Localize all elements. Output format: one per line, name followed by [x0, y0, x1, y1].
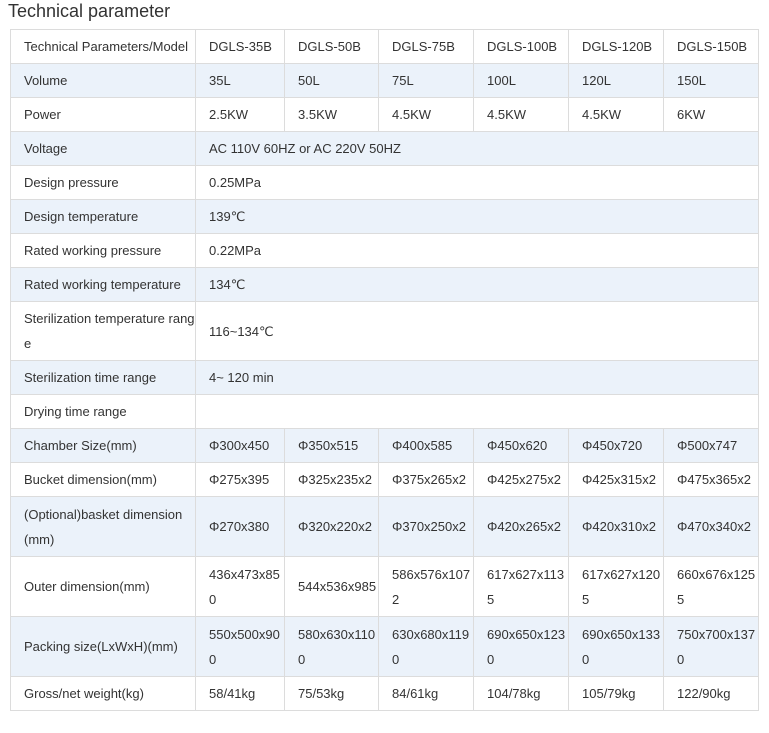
table-row: Design temperature 139℃ [10, 199, 759, 234]
table-row: Volume 35L 50L 75L 100L 120L 150L [10, 63, 759, 98]
row-label: Outer dimension(mm) [10, 556, 196, 617]
table-cell: 4.5KW [378, 97, 474, 132]
table-cell: 58/41kg [195, 676, 285, 711]
table-cell: Φ300x450 [195, 428, 285, 463]
row-label: Sterilization temperature range [10, 301, 196, 361]
model-name: DGLS-35B [195, 29, 285, 64]
table-cell: 2.5KW [195, 97, 285, 132]
table-cell: 104/78kg [473, 676, 569, 711]
table-cell: 122/90kg [663, 676, 759, 711]
section-title: Technical parameter [8, 1, 171, 21]
table-cell: 0.22MPa [195, 233, 759, 268]
model-name: DGLS-120B [568, 29, 664, 64]
row-label: Bucket dimension(mm) [10, 462, 196, 497]
table-cell: 617x627x1205 [568, 556, 664, 617]
table-cell: AC 110V 60HZ or AC 220V 50HZ [195, 131, 759, 166]
table-row: Sterilization time range 4~ 120 min [10, 360, 759, 395]
table-cell: 139℃ [195, 199, 759, 234]
row-label: (Optional)basket dimension(mm) [10, 496, 196, 557]
table-row: Technical Parameters/Model DGLS-35B DGLS… [10, 29, 759, 64]
table-cell: Φ450x720 [568, 428, 664, 463]
row-label: Gross/net weight(kg) [10, 676, 196, 711]
table-row: Rated working pressure 0.22MPa [10, 233, 759, 268]
table-cell: 116~134℃ [195, 301, 759, 361]
table-cell: 105/79kg [568, 676, 664, 711]
table-row: Sterilization temperature range 116~134℃ [10, 301, 759, 361]
table-cell: Φ470x340x2 [663, 496, 759, 557]
table-cell: 3.5KW [284, 97, 379, 132]
table-cell: Φ400x585 [378, 428, 474, 463]
table-cell: Φ350x515 [284, 428, 379, 463]
table-cell: 75/53kg [284, 676, 379, 711]
table-cell: Φ420x265x2 [473, 496, 569, 557]
table-row: Outer dimension(mm) 436x473x850 544x536x… [10, 556, 759, 617]
table-cell: 660x676x1255 [663, 556, 759, 617]
table-cell [195, 394, 759, 429]
row-label: Design pressure [10, 165, 196, 200]
table-cell: 750x700x1370 [663, 616, 759, 677]
table-cell: Φ425x315x2 [568, 462, 664, 497]
table-cell: 544x536x985 [284, 556, 379, 617]
model-name: DGLS-150B [663, 29, 759, 64]
row-label: Packing size(LxWxH)(mm) [10, 616, 196, 677]
row-label: Drying time range [10, 394, 196, 429]
row-label: Design temperature [10, 199, 196, 234]
table-cell: 50L [284, 63, 379, 98]
row-label: Rated working temperature [10, 267, 196, 302]
row-label: Volume [10, 63, 196, 98]
table-cell: 75L [378, 63, 474, 98]
table-cell: 617x627x1135 [473, 556, 569, 617]
table-cell: 4.5KW [568, 97, 664, 132]
table-row: Bucket dimension(mm) Φ275x395 Φ325x235x2… [10, 462, 759, 497]
row-label: Technical Parameters/Model [10, 29, 196, 64]
table-cell: 580x630x1100 [284, 616, 379, 677]
table-row: Gross/net weight(kg) 58/41kg 75/53kg 84/… [10, 676, 759, 711]
table-cell: 6KW [663, 97, 759, 132]
table-row: Design pressure 0.25MPa [10, 165, 759, 200]
table-cell: 150L [663, 63, 759, 98]
table-cell: Φ425x275x2 [473, 462, 569, 497]
table-cell: 100L [473, 63, 569, 98]
table-cell: 690x650x1230 [473, 616, 569, 677]
table-row: Chamber Size(mm) Φ300x450 Φ350x515 Φ400x… [10, 428, 759, 463]
technical-parameter-table: Technical Parameters/Model DGLS-35B DGLS… [10, 29, 759, 711]
table-cell: Φ275x395 [195, 462, 285, 497]
table-cell: Φ370x250x2 [378, 496, 474, 557]
table-row: Power 2.5KW 3.5KW 4.5KW 4.5KW 4.5KW 6KW [10, 97, 759, 132]
table-cell: 134℃ [195, 267, 759, 302]
model-name: DGLS-75B [378, 29, 474, 64]
row-label: Rated working pressure [10, 233, 196, 268]
table-row: (Optional)basket dimension(mm) Φ270x380 … [10, 496, 759, 557]
table-cell: 550x500x900 [195, 616, 285, 677]
table-cell: Φ450x620 [473, 428, 569, 463]
table-cell: Φ320x220x2 [284, 496, 379, 557]
row-label: Chamber Size(mm) [10, 428, 196, 463]
row-label: Voltage [10, 131, 196, 166]
table-cell: Φ475x365x2 [663, 462, 759, 497]
table-cell: Φ270x380 [195, 496, 285, 557]
table-cell: 35L [195, 63, 285, 98]
row-label: Sterilization time range [10, 360, 196, 395]
table-cell: 586x576x1072 [378, 556, 474, 617]
table-cell: Φ420x310x2 [568, 496, 664, 557]
row-label: Power [10, 97, 196, 132]
model-name: DGLS-50B [284, 29, 379, 64]
table-row: Packing size(LxWxH)(mm) 550x500x900 580x… [10, 616, 759, 677]
table-cell: 4.5KW [473, 97, 569, 132]
table-cell: 84/61kg [378, 676, 474, 711]
table-cell: 436x473x850 [195, 556, 285, 617]
table-cell: Φ500x747 [663, 428, 759, 463]
model-name: DGLS-100B [473, 29, 569, 64]
table-cell: 0.25MPa [195, 165, 759, 200]
table-cell: 630x680x1190 [378, 616, 474, 677]
table-cell: Φ375x265x2 [378, 462, 474, 497]
table-cell: 4~ 120 min [195, 360, 759, 395]
table-cell: 120L [568, 63, 664, 98]
table-row: Voltage AC 110V 60HZ or AC 220V 50HZ [10, 131, 759, 166]
table-cell: 690x650x1330 [568, 616, 664, 677]
table-row: Drying time range [10, 394, 759, 429]
table-cell: Φ325x235x2 [284, 462, 379, 497]
table-row: Rated working temperature 134℃ [10, 267, 759, 302]
